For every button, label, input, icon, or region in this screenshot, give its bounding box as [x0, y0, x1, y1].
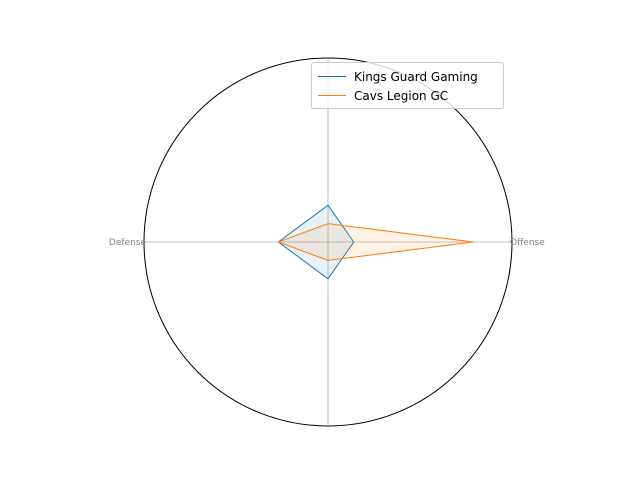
axis-label-offense: Offense	[510, 238, 545, 248]
legend: Kings Guard Gaming Cavs Legion GC	[311, 62, 504, 109]
radar-series-1-polygon	[276, 223, 474, 261]
legend-swatch-cavs-legion	[318, 95, 346, 96]
legend-label-cavs-legion: Cavs Legion GC	[354, 88, 449, 103]
axis-label-defense: Defense	[109, 238, 147, 248]
legend-swatch-kings-guard	[318, 76, 346, 77]
radar-axis-labels: Offense Defense	[109, 238, 545, 248]
legend-item-cavs-legion: Cavs Legion GC	[318, 86, 497, 105]
radar-series-layer	[276, 204, 474, 280]
legend-label-kings-guard: Kings Guard Gaming	[354, 69, 478, 84]
legend-item-kings-guard: Kings Guard Gaming	[318, 67, 497, 86]
